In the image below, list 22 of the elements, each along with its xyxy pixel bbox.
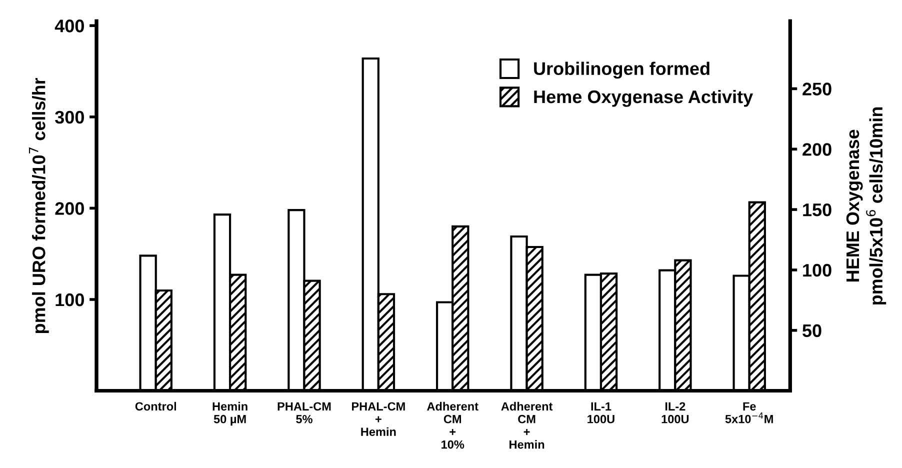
y2-axis-title: HEME Oxygenase pmol/5x10$^{6}$ cells/10min — [846, 107, 886, 304]
x-tick-label: Control — [135, 402, 176, 411]
x-tick-label: PHAL-CM + Hemin — [352, 402, 405, 436]
y2-tick-label: 100 — [803, 264, 832, 277]
legend-label: Urobilinogen formed — [534, 62, 710, 79]
x-tick-label: IL-2 100U — [662, 402, 689, 424]
x-tick-label: Hemin 50 µM — [212, 402, 248, 426]
x-tick-label: Adherent CM + Hemin — [501, 402, 553, 449]
x-tick-label: Adherent CM + 10% — [426, 402, 478, 449]
y-tick-label: 100 — [56, 293, 84, 306]
y-axis-title: pmol URO formed/10$^{7}$ cells/hr — [28, 78, 49, 334]
y2-tick-label: 150 — [803, 203, 832, 216]
y-tick-label: 300 — [55, 110, 84, 124]
y2-tick-label: 200 — [802, 143, 832, 156]
y2-tick-label: 50 — [802, 324, 822, 338]
legend-label: Heme Oxygenase Activity — [534, 90, 754, 107]
x-tick-label: IL-1 100U — [588, 402, 614, 424]
x-tick-label: PHAL-CM 5% — [278, 402, 331, 424]
y-tick-label: 200 — [55, 202, 84, 215]
x-tick-label: Fe 5x10$^{−4}$M — [725, 402, 773, 424]
y2-tick-label: 250 — [802, 82, 832, 96]
y-tick-label: 400 — [54, 20, 84, 32]
